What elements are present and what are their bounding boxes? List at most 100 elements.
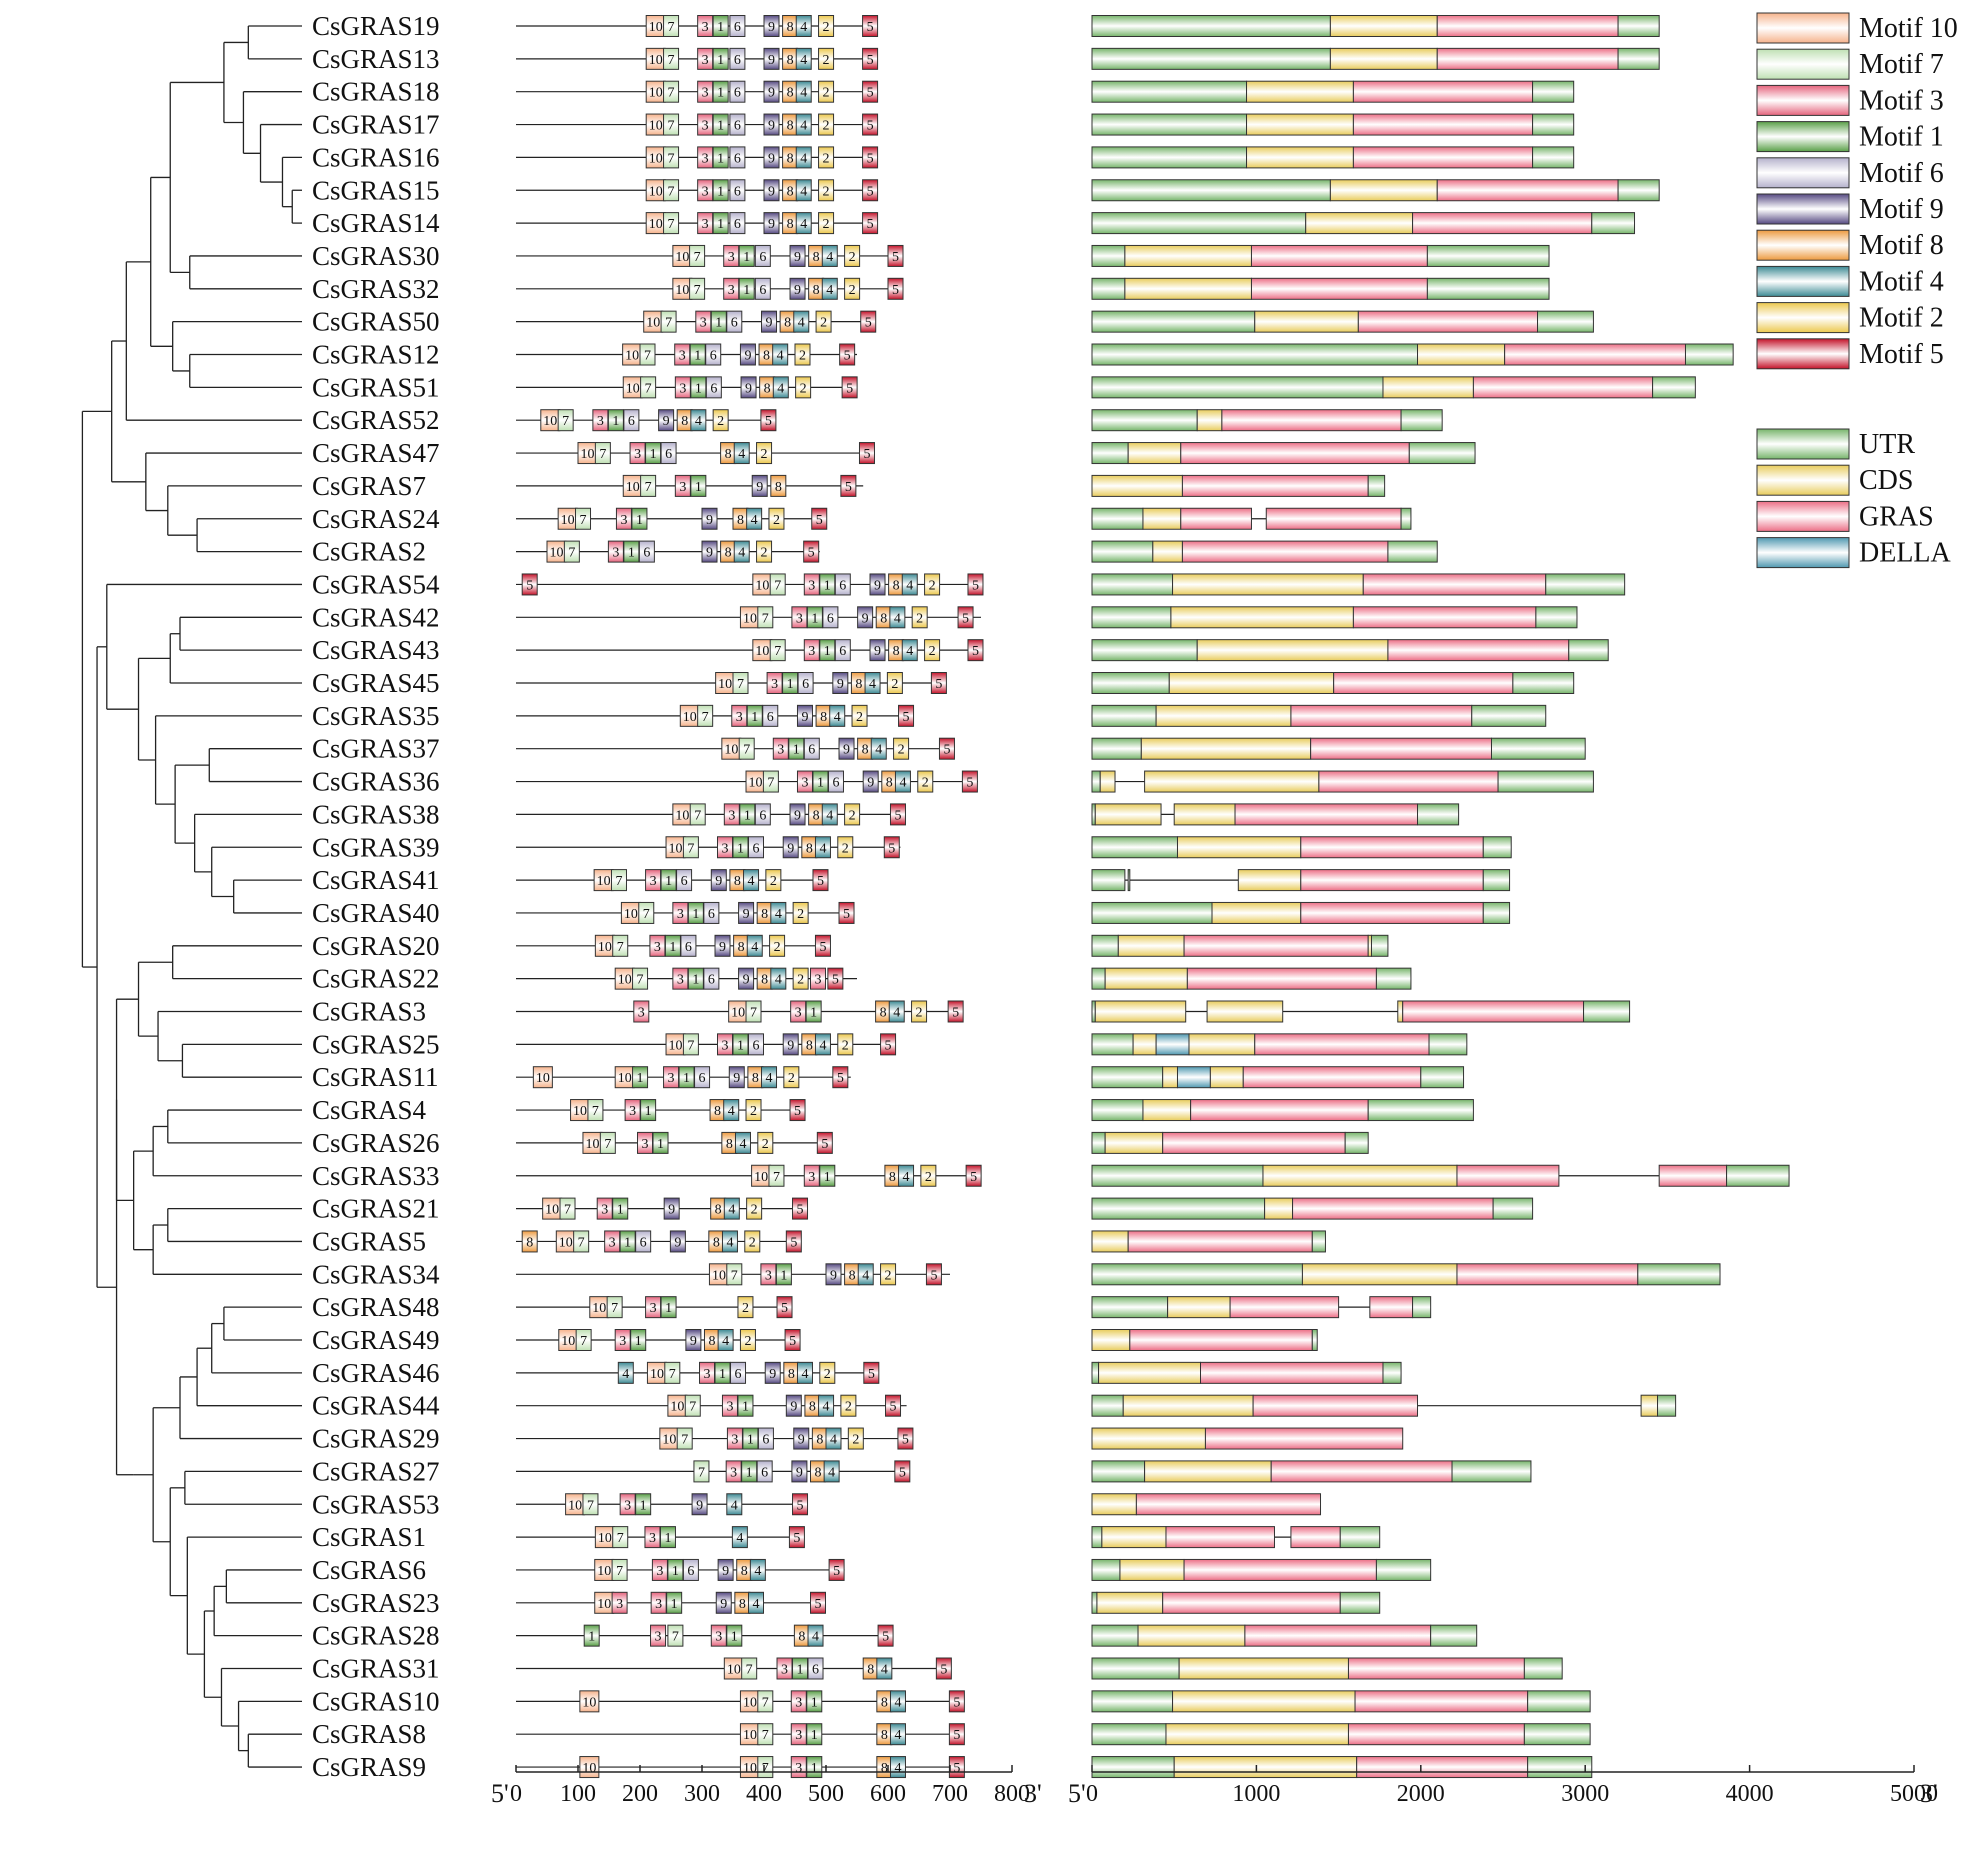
motif-box — [754, 244, 771, 267]
motif-box-number: 7 — [687, 841, 694, 856]
structure-segment-utr — [1091, 507, 1144, 530]
motif-box — [814, 1033, 831, 1056]
motif-box-number: 1 — [742, 1400, 749, 1415]
gene-label: CsGRAS48 — [312, 1292, 440, 1322]
motif-box — [650, 1624, 667, 1647]
motif-box-number: 8 — [708, 1334, 715, 1349]
motif-box-number: 7 — [616, 1564, 623, 1579]
motif-box — [652, 1131, 669, 1154]
motif-box-number: 4 — [738, 447, 745, 462]
structure-segment-gras — [1190, 1099, 1369, 1122]
motif-box — [887, 244, 904, 267]
motif-axis-end-label: 3' — [1024, 1779, 1042, 1808]
motif-box-number: 7 — [615, 874, 622, 889]
motif-box-number: 3 — [728, 250, 735, 265]
structure-segment-cds — [1091, 1493, 1137, 1516]
motif-box-number: 9 — [690, 1334, 697, 1349]
motif-box — [664, 1361, 681, 1384]
motif-box-number: 2 — [770, 874, 777, 889]
structure-segment-utr — [1408, 442, 1476, 465]
motif-box — [757, 606, 774, 629]
motif-box-number: 2 — [824, 1367, 831, 1382]
motif-box-number: 3 — [702, 20, 709, 35]
motif-box-number: 3 — [808, 1170, 815, 1185]
motif-box — [746, 934, 763, 957]
motif-box-number: 10 — [618, 973, 632, 988]
motif-box-number: 6 — [735, 1367, 742, 1382]
motif-box — [887, 277, 904, 300]
motif-box — [844, 244, 861, 267]
motif-box — [772, 343, 789, 366]
motif-box-number: 5 — [966, 776, 973, 791]
motif-box — [894, 770, 911, 793]
motif-box-number: 4 — [826, 808, 833, 823]
motif-box — [791, 1460, 808, 1483]
legend-swatch-motif-6 — [1756, 157, 1850, 189]
structure-axis-start-label: 5' — [1068, 1779, 1086, 1808]
motif-box — [701, 540, 718, 563]
motif-box-number: 2 — [842, 1038, 849, 1053]
motif-box-number: 10 — [568, 1498, 582, 1513]
motif-box — [832, 1066, 849, 1089]
motif-box-number: 9 — [715, 874, 722, 889]
structure-segment-utr — [1091, 47, 1331, 70]
motif-box-number: 10 — [683, 710, 697, 725]
motif-box-number: 8 — [806, 1038, 813, 1053]
structure-segment-utr — [1426, 244, 1550, 267]
motif-box-number: 4 — [800, 86, 807, 101]
motif-box-number: 8 — [713, 1235, 720, 1250]
motif-box-number: 8 — [809, 1400, 816, 1415]
motif-box — [762, 770, 779, 793]
motif-box-number: 8 — [784, 316, 791, 331]
motif-box-number: 8 — [881, 1761, 888, 1776]
structure-segment-utr — [1339, 1591, 1381, 1614]
motif-box-number: 8 — [813, 250, 820, 265]
motif-box-number: 8 — [752, 1071, 759, 1086]
motif-box — [823, 1460, 840, 1483]
motif-box-number: 8 — [726, 1137, 733, 1152]
structure-segment-utr — [1091, 1591, 1098, 1614]
motif-box-number: 3 — [801, 776, 808, 791]
motif-box-number: 5 — [962, 611, 969, 626]
motif-box-number: 7 — [643, 907, 650, 922]
motif-box-number: 9 — [696, 1498, 703, 1513]
motif-box-number: 4 — [800, 217, 807, 232]
structure-segment-gras — [1333, 672, 1514, 694]
structure-segment-cds — [1382, 376, 1474, 399]
motif-box — [814, 934, 831, 957]
motif-box-number: 7 — [762, 1761, 769, 1776]
motif-box — [728, 1066, 745, 1089]
motif-box-number: 2 — [797, 973, 804, 988]
motif-box-number: 7 — [617, 1531, 624, 1546]
motif-box-number: 9 — [794, 250, 801, 265]
structure-segment-gras — [1204, 1427, 1404, 1450]
structure-segment-gras — [1135, 1493, 1322, 1516]
motif-box — [840, 474, 857, 497]
motif-box-number: 10 — [561, 1334, 575, 1349]
structure-segment-utr — [1091, 343, 1419, 366]
structure-segment-cds — [1176, 836, 1302, 859]
motif-box — [938, 737, 955, 760]
structure-segment-utr — [1091, 1756, 1175, 1779]
motif-box — [792, 901, 809, 924]
motif-box-number: 4 — [869, 677, 876, 692]
motif-box-number: 9 — [794, 808, 801, 823]
motif-box — [793, 1427, 810, 1450]
gene-label: CsGRAS31 — [312, 1654, 440, 1684]
motif-box-number: 6 — [734, 151, 741, 166]
motif-box-number: 1 — [737, 841, 744, 856]
motif-box-number: 6 — [628, 414, 635, 429]
motif-box — [796, 704, 813, 727]
motif-box — [851, 704, 868, 727]
motif-box-number: 10 — [545, 1203, 559, 1218]
motif-box-number: 8 — [787, 86, 794, 101]
motif-box-number: 1 — [664, 1531, 671, 1546]
motif-box-number: 1 — [695, 480, 702, 495]
structure-segment-utr — [1091, 409, 1198, 432]
motif-axis-tick-label: 0 — [510, 1781, 522, 1807]
gene-label: CsGRAS18 — [312, 77, 440, 107]
structure-segment-gras — [1221, 409, 1402, 432]
motif-box-number: 7 — [564, 1203, 571, 1218]
motif-box-number: 10 — [754, 1170, 768, 1185]
motif-box-number: 3 — [771, 677, 778, 692]
